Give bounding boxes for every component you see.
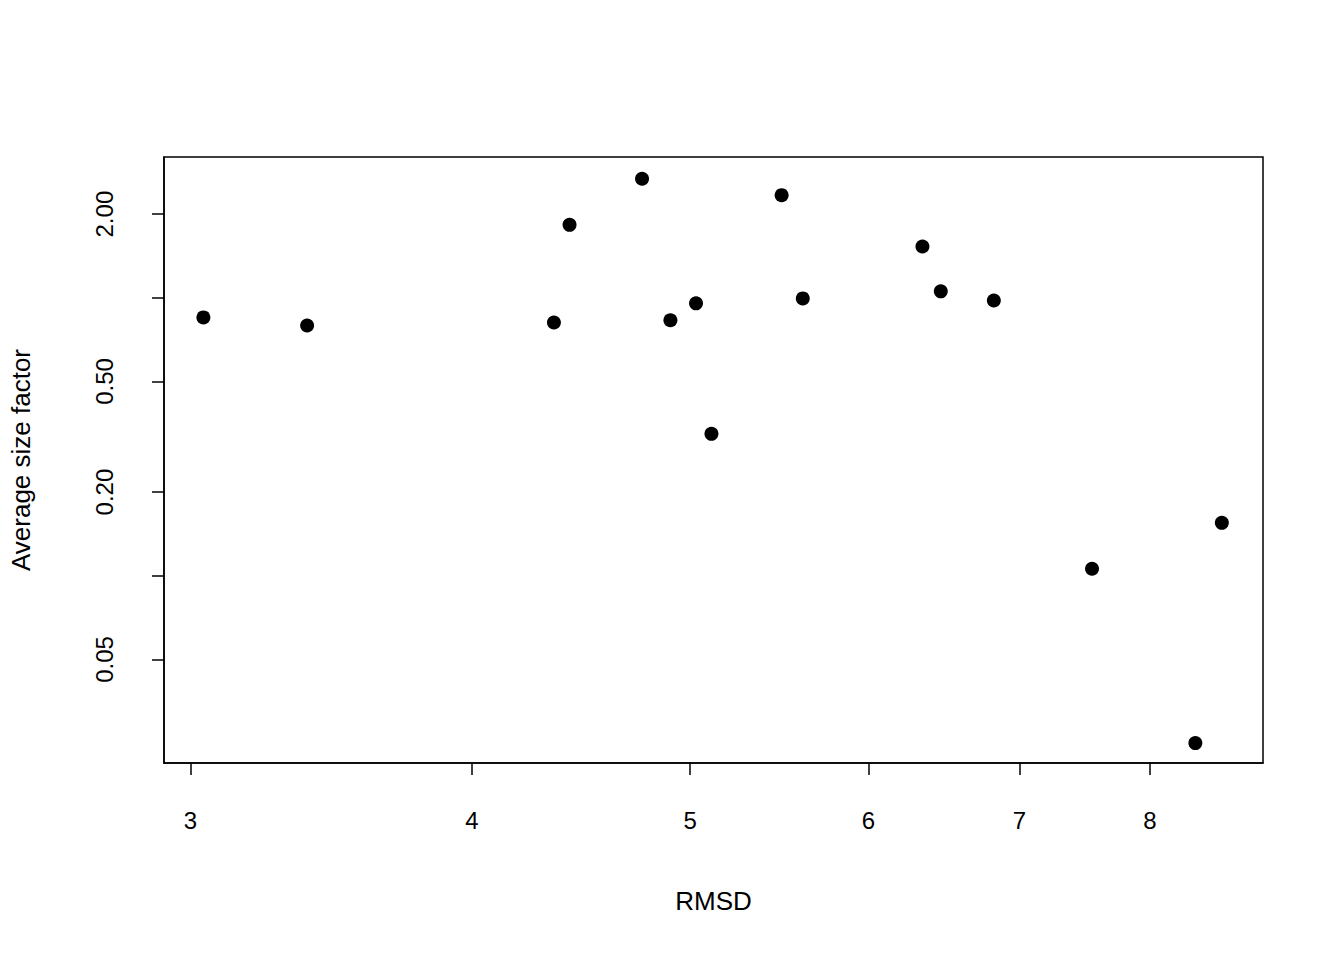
svg-text:3: 3: [184, 807, 197, 834]
svg-text:Average size factor: Average size factor: [6, 349, 36, 571]
svg-text:5: 5: [683, 807, 696, 834]
svg-text:6: 6: [862, 807, 875, 834]
svg-text:0.50: 0.50: [91, 358, 118, 405]
svg-text:4: 4: [465, 807, 478, 834]
svg-text:0.20: 0.20: [91, 469, 118, 516]
svg-text:8: 8: [1143, 807, 1156, 834]
svg-text:2.00: 2.00: [91, 191, 118, 238]
svg-text:0.05: 0.05: [91, 636, 118, 683]
svg-text:RMSD: RMSD: [675, 886, 752, 916]
svg-text:7: 7: [1013, 807, 1026, 834]
